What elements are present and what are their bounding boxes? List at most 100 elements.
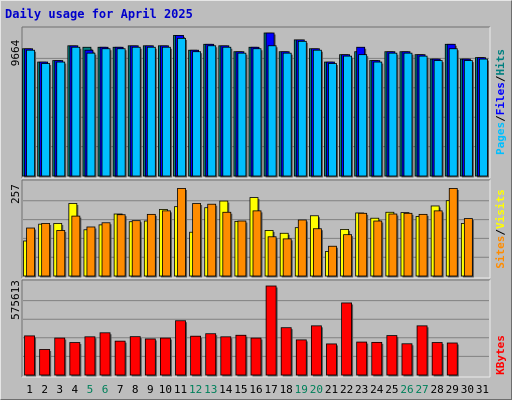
bar-sites [56,230,66,277]
bar-pages [146,46,156,177]
x-tick-label: 27 [415,383,428,396]
bar-sites [297,219,307,277]
bar-pages [328,63,337,177]
x-tick-label: 13 [204,383,217,396]
x-tick-label: 24 [370,383,384,396]
bar-pages [358,54,368,177]
bar-pages [312,49,322,177]
bar-kbytes [160,337,171,376]
x-tick-label: 18 [280,383,293,396]
bar-sites [207,203,217,277]
bar-sites [433,210,443,277]
legend-part: Hits [494,49,507,76]
bar-pages [433,60,443,177]
x-tick-label: 12 [189,383,202,396]
bar-sites [312,228,322,277]
bar-pages [192,51,202,177]
bar-kbytes [24,335,35,376]
bar-sites [192,203,202,277]
bar-kbytes [371,341,383,376]
bar-kbytes [431,342,443,376]
x-tick-label: 4 [72,383,79,396]
bar-pages [101,48,111,177]
bar-sites [146,213,156,277]
x-tick-label: 6 [102,383,109,396]
x-tick-label: 3 [56,383,63,396]
legend-part: Files [494,82,507,115]
x-tick-label: 10 [159,383,172,396]
x-tick-label: 17 [264,383,277,396]
x-tick-label: 2 [41,383,48,396]
x-tick-label: 25 [385,383,398,396]
bar-pages [86,52,96,177]
bar-pages [207,45,217,177]
bar-kbytes [144,338,156,376]
bar-kbytes [341,302,352,376]
bar-pages [252,48,262,177]
x-tick-label: 9 [147,383,154,396]
legend-part: / [494,229,507,236]
bar-pages [463,60,473,177]
bar-kbytes [235,334,247,376]
bar-pages [418,55,428,177]
x-tick-label: 23 [355,383,368,396]
bar-kbytes [220,336,232,376]
bar-sites [403,212,413,277]
bar-pages [222,46,232,177]
bar-sites [116,214,126,277]
bar-sites [418,213,428,277]
bar-kbytes [129,336,141,376]
x-tick-label: 5 [87,383,94,396]
bar-sites [343,234,352,277]
x-tick-label: 1 [26,383,33,396]
legend-bottom: KBytes [494,335,507,375]
bar-pages [116,48,126,177]
legend-part: Sites [494,236,507,269]
y-max-label-middle: 257 [9,184,22,204]
bar-sites [328,245,337,277]
bar-sites [252,210,262,277]
bar-kbytes [114,340,126,376]
legend-middle: Sites/Visits [494,189,507,269]
x-tick-label: 30 [461,383,474,396]
bar-kbytes [84,336,96,376]
bar-sites [373,220,383,277]
bar-pages [343,55,352,177]
bar-kbytes [175,320,186,376]
bar-kbytes [54,337,66,376]
bar-kbytes [265,285,277,376]
bar-sites [267,236,277,277]
bar-sites [162,210,171,277]
x-tick-label: 7 [117,383,124,396]
bar-pages [56,61,66,177]
bar-kbytes [250,337,262,376]
bar-kbytes [295,339,307,376]
x-tick-label: 21 [325,383,338,396]
bar-kbytes [416,325,428,376]
bar-kbytes [401,343,413,376]
x-tick-label: 22 [340,383,353,396]
chart-title: Daily usage for April 2025 [5,7,193,21]
legend-part: Visits [494,189,507,229]
bar-sites [388,213,398,277]
bar-sites [101,222,111,277]
bar-pages [131,46,141,177]
bar-pages [388,52,398,177]
bar-kbytes [69,342,81,376]
bar-pages [448,48,458,177]
bar-pages [403,52,413,177]
bar-sites [86,226,96,277]
bar-kbytes [446,342,458,376]
x-tick-label: 29 [446,383,459,396]
x-tick-label: 14 [219,383,233,396]
bar-sites [358,212,368,277]
bar-sites [222,211,232,277]
x-tick-label: 26 [400,383,413,396]
bar-kbytes [99,332,111,376]
bar-pages [297,40,307,177]
legend-part: / [494,115,507,122]
bar-pages [373,61,383,177]
bar-sites [177,188,186,277]
legend-part: / [494,75,507,82]
